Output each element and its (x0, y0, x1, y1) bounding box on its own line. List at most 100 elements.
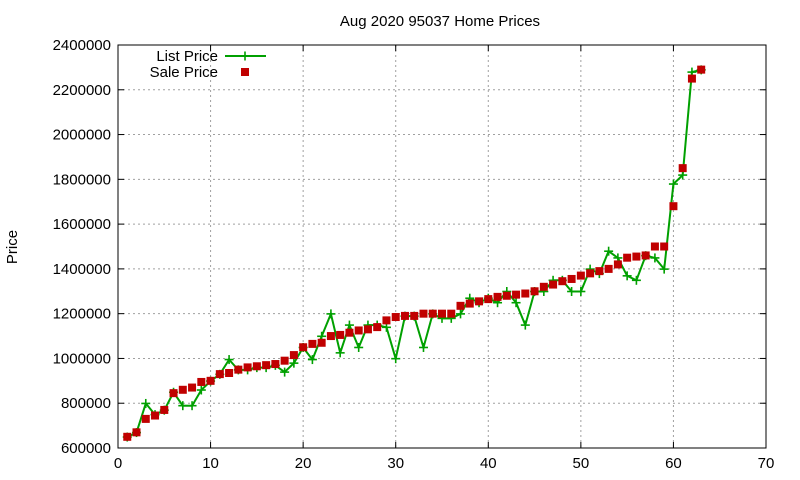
series-1 (123, 65, 706, 441)
data-point (345, 328, 354, 337)
data-point (687, 74, 696, 83)
data-point (668, 179, 678, 189)
data-point (391, 313, 400, 322)
legend-marker (241, 68, 249, 76)
data-point (697, 65, 706, 74)
y-tick-label: 600000 (61, 440, 111, 457)
y-tick-label: 1400000 (53, 261, 111, 278)
data-point (188, 383, 197, 392)
data-point (215, 370, 224, 379)
y-tick-label: 1000000 (53, 350, 111, 367)
data-point (178, 401, 188, 411)
data-point (382, 316, 391, 325)
data-point (567, 274, 576, 283)
y-tick-label: 2200000 (53, 82, 111, 99)
x-tick-label: 10 (202, 455, 219, 472)
data-point (576, 271, 585, 280)
data-point (502, 291, 511, 300)
data-point (169, 389, 178, 398)
y-tick-label: 800000 (61, 395, 111, 412)
legend-marker (240, 51, 250, 61)
data-point (326, 309, 336, 319)
data-point (456, 309, 466, 319)
data-point (511, 298, 521, 308)
data-point (289, 358, 299, 368)
x-tick-label: 40 (480, 455, 497, 472)
data-point (530, 287, 539, 296)
data-point (225, 368, 234, 377)
data-point (465, 299, 474, 308)
data-point (271, 360, 280, 369)
data-point (558, 277, 567, 286)
data-point (262, 361, 271, 370)
data-point (595, 267, 604, 276)
y-tick-label: 2400000 (53, 37, 111, 54)
data-point (623, 253, 632, 262)
data-point (669, 202, 678, 211)
data-point (335, 348, 345, 358)
data-point (660, 242, 669, 251)
data-point (604, 264, 613, 273)
data-point (613, 260, 622, 269)
data-point (299, 343, 308, 352)
data-point (132, 428, 141, 437)
data-point (280, 356, 289, 365)
data-point (307, 355, 317, 365)
data-point (280, 367, 290, 377)
data-point (224, 355, 234, 365)
data-point (631, 275, 641, 285)
data-point (512, 290, 521, 299)
y-tick-label: 1600000 (53, 216, 111, 233)
data-point (363, 325, 372, 334)
data-point (586, 269, 595, 278)
data-point (678, 164, 687, 173)
chart-title: Aug 2020 95037 Home Prices (340, 13, 540, 30)
data-point (650, 242, 659, 251)
data-point (197, 377, 206, 386)
data-point (567, 287, 577, 297)
data-point (123, 432, 132, 441)
data-point (141, 398, 151, 408)
y-tick-label: 1200000 (53, 306, 111, 323)
data-point (373, 323, 382, 332)
data-point (336, 330, 345, 339)
data-point (317, 338, 326, 347)
data-point (354, 326, 363, 335)
data-point (308, 339, 317, 348)
data-point (160, 405, 169, 414)
data-point (410, 311, 419, 320)
data-point (141, 414, 150, 423)
data-point (428, 309, 437, 318)
data-point (520, 320, 530, 330)
data-point (539, 282, 548, 291)
data-point (326, 332, 335, 341)
data-point (549, 280, 558, 289)
x-tick-label: 70 (758, 455, 775, 472)
x-tick-label: 60 (665, 455, 682, 472)
data-point (151, 411, 160, 420)
legend-label: List Price (156, 48, 218, 65)
y-tick-label: 1800000 (53, 171, 111, 188)
data-point (391, 354, 401, 364)
data-point (576, 287, 586, 297)
x-tick-label: 30 (387, 455, 404, 472)
data-point (419, 309, 428, 318)
data-point (438, 309, 446, 318)
data-point (659, 264, 669, 274)
data-point (484, 295, 493, 304)
data-point (456, 301, 465, 310)
data-point (521, 289, 530, 298)
data-point (418, 342, 428, 352)
data-point (493, 292, 502, 301)
x-tick-label: 20 (295, 455, 312, 472)
data-point (447, 309, 456, 318)
data-point (622, 271, 632, 281)
x-tick-label: 50 (573, 455, 590, 472)
data-point (178, 385, 187, 394)
data-point (187, 401, 197, 411)
data-point (234, 365, 243, 374)
data-point (400, 311, 409, 320)
data-point (206, 376, 215, 385)
